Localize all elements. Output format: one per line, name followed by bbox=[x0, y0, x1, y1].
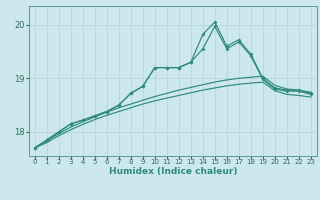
X-axis label: Humidex (Indice chaleur): Humidex (Indice chaleur) bbox=[108, 167, 237, 176]
